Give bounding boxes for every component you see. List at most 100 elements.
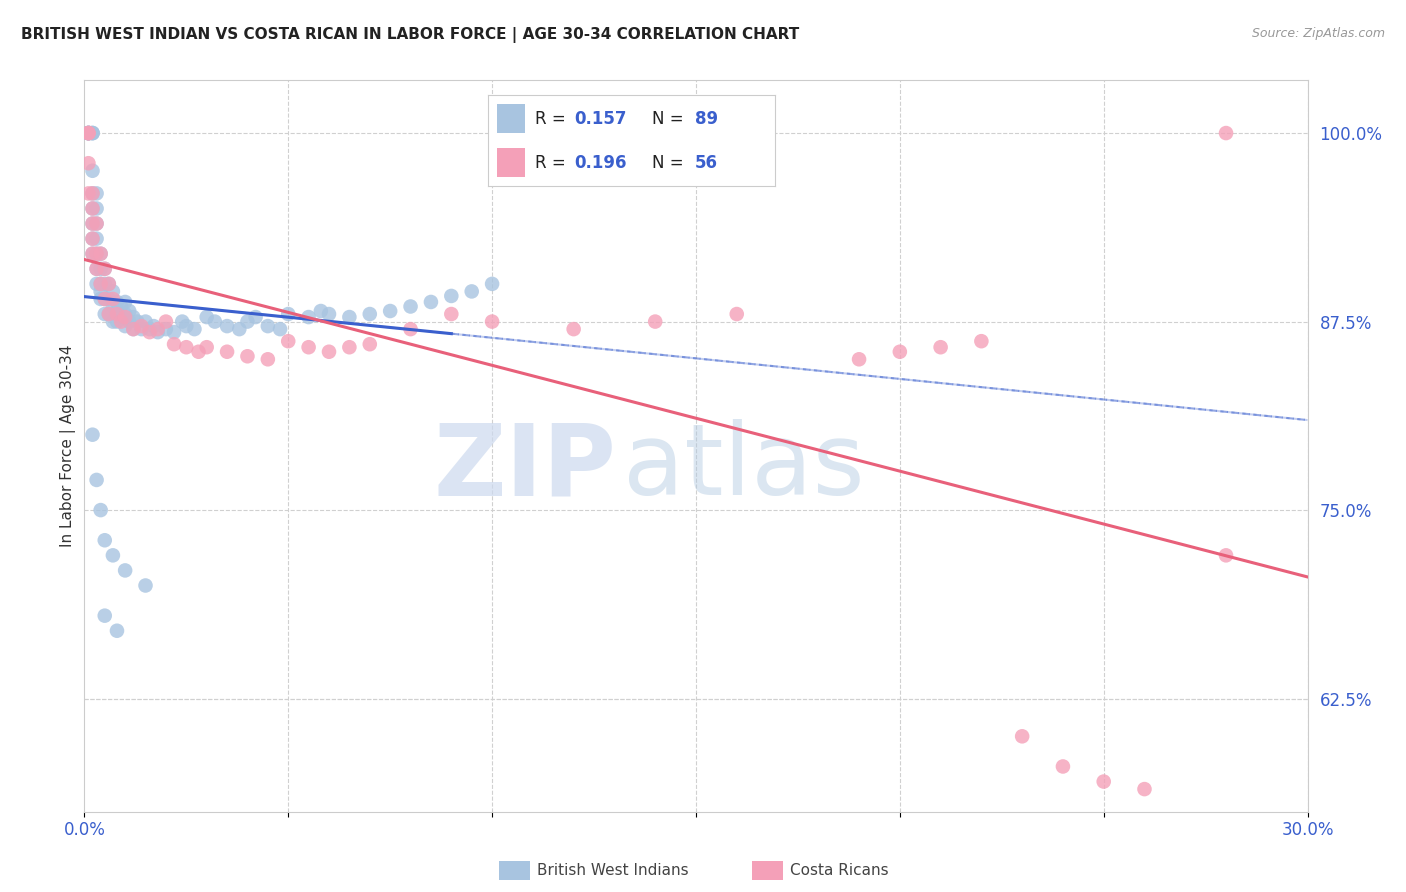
- Point: [725, 307, 748, 321]
- Point: [644, 315, 666, 329]
- Point: [82, 186, 104, 201]
- Point: [440, 289, 463, 303]
- Point: [174, 340, 197, 354]
- Point: [93, 533, 115, 548]
- Point: [90, 246, 112, 260]
- Point: [77, 126, 100, 140]
- Point: [77, 126, 100, 140]
- Point: [77, 126, 100, 140]
- Point: [1215, 126, 1237, 140]
- Point: [138, 322, 160, 336]
- Point: [420, 295, 443, 310]
- Point: [118, 304, 141, 318]
- Point: [90, 261, 112, 276]
- Point: [228, 322, 250, 336]
- Point: [127, 315, 149, 329]
- Point: [77, 126, 100, 140]
- Point: [101, 285, 124, 299]
- Point: [114, 319, 136, 334]
- Point: [339, 310, 361, 324]
- Point: [298, 340, 321, 354]
- Point: [1133, 782, 1156, 797]
- Point: [1052, 759, 1074, 773]
- Text: atlas: atlas: [623, 419, 865, 516]
- Point: [848, 352, 870, 367]
- Point: [131, 322, 153, 336]
- Point: [86, 202, 108, 216]
- Point: [195, 340, 218, 354]
- Point: [93, 292, 115, 306]
- Point: [86, 261, 108, 276]
- Point: [481, 315, 503, 329]
- Point: [1092, 774, 1115, 789]
- Point: [86, 261, 108, 276]
- Point: [93, 608, 115, 623]
- Point: [77, 126, 100, 140]
- Point: [82, 217, 104, 231]
- Point: [93, 261, 115, 276]
- Point: [174, 319, 197, 334]
- Point: [77, 186, 100, 201]
- Point: [82, 202, 104, 216]
- Point: [97, 307, 120, 321]
- Point: [82, 126, 104, 140]
- Point: [183, 322, 205, 336]
- Point: [257, 319, 280, 334]
- Point: [269, 322, 291, 336]
- Point: [101, 300, 124, 314]
- Point: [82, 163, 104, 178]
- Point: [86, 232, 108, 246]
- Point: [93, 292, 115, 306]
- Point: [86, 473, 108, 487]
- Point: [172, 315, 194, 329]
- Point: [889, 344, 911, 359]
- Point: [122, 322, 145, 336]
- Point: [339, 340, 361, 354]
- Point: [105, 307, 128, 321]
- Point: [399, 322, 422, 336]
- Point: [105, 295, 128, 310]
- Point: [110, 300, 132, 314]
- Point: [155, 322, 177, 336]
- Point: [277, 307, 299, 321]
- Text: Costa Ricans: Costa Ricans: [790, 863, 889, 878]
- Point: [86, 277, 108, 291]
- Point: [86, 246, 108, 260]
- Point: [86, 217, 108, 231]
- Point: [101, 315, 124, 329]
- Point: [82, 186, 104, 201]
- Point: [562, 322, 585, 336]
- Point: [245, 310, 267, 324]
- Point: [135, 315, 157, 329]
- Point: [309, 304, 332, 318]
- Point: [236, 315, 259, 329]
- Point: [380, 304, 402, 318]
- Y-axis label: In Labor Force | Age 30-34: In Labor Force | Age 30-34: [60, 344, 76, 548]
- Point: [131, 319, 153, 334]
- Point: [101, 549, 124, 563]
- Point: [929, 340, 952, 354]
- Point: [118, 315, 141, 329]
- Point: [77, 126, 100, 140]
- Point: [110, 315, 132, 329]
- Point: [77, 126, 100, 140]
- Point: [114, 295, 136, 310]
- Point: [257, 352, 280, 367]
- Point: [114, 310, 136, 324]
- Point: [318, 344, 340, 359]
- Point: [82, 246, 104, 260]
- Point: [187, 344, 209, 359]
- Point: [146, 325, 169, 339]
- Point: [77, 126, 100, 140]
- Point: [236, 349, 259, 363]
- Point: [204, 315, 226, 329]
- Point: [77, 156, 100, 170]
- Point: [114, 563, 136, 577]
- Point: [155, 315, 177, 329]
- Point: [97, 307, 120, 321]
- Point: [138, 325, 160, 339]
- Point: [90, 503, 112, 517]
- Point: [359, 307, 381, 321]
- Point: [399, 300, 422, 314]
- Point: [93, 307, 115, 321]
